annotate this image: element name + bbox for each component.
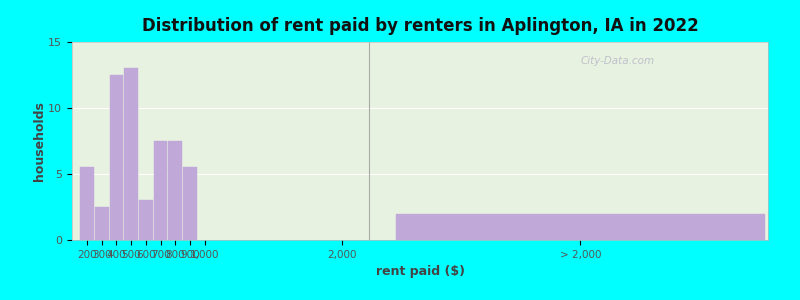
Y-axis label: households: households xyxy=(33,101,46,181)
Text: City-Data.com: City-Data.com xyxy=(580,56,654,66)
Bar xyxy=(124,68,138,240)
X-axis label: rent paid ($): rent paid ($) xyxy=(375,265,465,278)
Bar xyxy=(80,167,94,240)
Bar xyxy=(154,141,167,240)
Bar xyxy=(396,214,765,240)
Bar xyxy=(183,167,197,240)
Title: Distribution of rent paid by renters in Aplington, IA in 2022: Distribution of rent paid by renters in … xyxy=(142,17,698,35)
Bar xyxy=(139,200,153,240)
Bar xyxy=(110,75,123,240)
Bar xyxy=(169,141,182,240)
Bar xyxy=(95,207,109,240)
